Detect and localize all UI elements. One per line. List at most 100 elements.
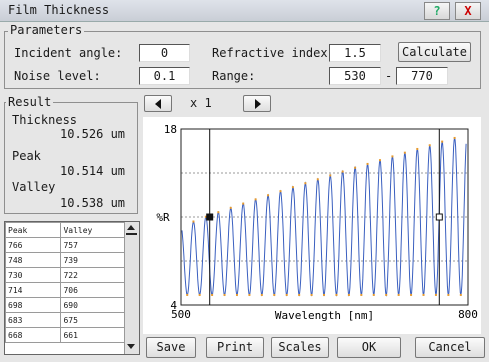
data-point — [410, 293, 413, 296]
zoom-left-button[interactable] — [144, 95, 172, 112]
close-button[interactable]: X — [455, 2, 481, 20]
range-cursors[interactable] — [206, 129, 443, 305]
data-points — [186, 136, 462, 296]
plot-frame — [180, 128, 469, 306]
table-header-row: Peak Valley — [4, 222, 139, 238]
x-tick-label: 800 — [458, 308, 478, 321]
table-cell-peak: 668 — [4, 327, 62, 343]
data-point — [204, 215, 207, 218]
data-point — [372, 293, 375, 296]
range-cursor-handle[interactable] — [435, 213, 443, 221]
data-point — [323, 293, 326, 296]
table-cell-peak: 698 — [4, 297, 62, 313]
result-group — [4, 102, 138, 214]
zoom-level: x 1 — [190, 96, 212, 110]
data-point — [235, 293, 238, 296]
data-point — [441, 140, 444, 143]
scroll-thumb[interactable] — [126, 233, 137, 235]
save-button[interactable]: Save — [146, 337, 196, 358]
table-cell-valley: 661 — [60, 327, 139, 343]
data-point — [291, 186, 294, 189]
window-title: Film Thickness — [8, 3, 110, 17]
data-point — [198, 293, 201, 296]
table-header-peak[interactable]: Peak — [4, 222, 62, 238]
scales-button[interactable]: Scales — [271, 337, 329, 358]
table-row[interactable]: 714 706 — [4, 282, 139, 298]
title-bar — [0, 0, 489, 22]
data-point — [428, 144, 431, 147]
close-icon: X — [464, 4, 472, 18]
data-point — [422, 293, 425, 296]
noise-level-field[interactable]: 0.1 — [139, 67, 190, 85]
data-point — [385, 293, 388, 296]
data-point — [186, 293, 189, 296]
incident-angle-field[interactable]: 0 — [139, 44, 190, 62]
y-axis-label: %R — [156, 211, 170, 224]
table-row[interactable]: 748 739 — [4, 252, 139, 268]
data-point — [453, 136, 456, 139]
data-point — [335, 293, 338, 296]
reflectance-chart[interactable]: 18 4 %R 500 800 Wavelength [nm] — [143, 117, 481, 334]
range-label: Range: — [212, 69, 256, 83]
print-button[interactable]: Print — [206, 337, 264, 358]
data-point — [459, 293, 462, 296]
data-point — [316, 178, 319, 181]
parameters-group-label: Parameters — [8, 23, 85, 37]
data-point — [260, 293, 263, 296]
table-row[interactable]: 698 690 — [4, 297, 139, 313]
data-point — [329, 174, 332, 177]
range-min-field[interactable]: 530 — [329, 67, 381, 85]
refractive-index-field[interactable]: 1.5 — [329, 44, 381, 62]
help-button[interactable]: ? — [424, 2, 450, 20]
table-row[interactable]: 730 722 — [4, 267, 139, 283]
data-point — [391, 155, 394, 158]
valley-value: 10.538 um — [60, 196, 126, 210]
table-cell-peak: 730 — [4, 267, 62, 283]
table-row[interactable]: 766 757 — [4, 237, 139, 253]
help-icon: ? — [433, 4, 441, 18]
data-point — [447, 293, 450, 296]
table-scrollbar[interactable] — [124, 222, 139, 354]
calculate-button[interactable]: Calculate — [398, 42, 471, 62]
left-arrow-icon — [155, 99, 161, 109]
data-point — [354, 166, 357, 169]
data-point — [397, 293, 400, 296]
scroll-up-icon[interactable] — [127, 225, 135, 230]
data-point — [347, 293, 350, 296]
chart-background — [143, 117, 481, 334]
y-tick-label: 18 — [164, 123, 177, 136]
data-point — [267, 194, 270, 197]
data-point — [273, 293, 276, 296]
table-row[interactable]: 668 661 — [4, 327, 139, 343]
thickness-value: 10.526 um — [60, 127, 126, 141]
data-point — [341, 170, 344, 173]
cancel-button[interactable]: Cancel — [415, 337, 485, 358]
data-point — [416, 147, 419, 150]
data-point — [279, 190, 282, 193]
table-row[interactable]: 683 675 — [4, 312, 139, 328]
table-cell-peak: 714 — [4, 282, 62, 298]
refractive-index-label: Refractive index: — [212, 46, 335, 60]
scroll-down-icon[interactable] — [127, 344, 135, 349]
zoom-right-button[interactable] — [243, 95, 271, 112]
data-point — [223, 293, 226, 296]
result-group-label: Result — [6, 95, 54, 109]
valley-label: Valley — [12, 180, 56, 194]
data-point — [434, 293, 437, 296]
range-separator: - — [385, 69, 393, 83]
incident-angle-label: Incident angle: — [14, 46, 123, 60]
data-point — [360, 293, 363, 296]
data-point — [192, 220, 195, 223]
peak-valley-table[interactable]: Peak Valley 766 757 748 739 730 722 714 706 … — [4, 221, 140, 355]
data-point — [285, 293, 288, 296]
data-point — [248, 293, 251, 296]
range-cursor-handle[interactable] — [206, 213, 214, 221]
thickness-label: Thickness — [12, 113, 78, 127]
parameters-group — [4, 31, 481, 89]
data-point — [366, 162, 369, 165]
x-axis-label: Wavelength [nm] — [275, 309, 374, 322]
x-tick-label: 500 — [171, 308, 191, 321]
range-max-field[interactable]: 770 — [396, 67, 448, 85]
ok-button[interactable]: OK — [337, 337, 401, 358]
data-point — [378, 159, 381, 162]
